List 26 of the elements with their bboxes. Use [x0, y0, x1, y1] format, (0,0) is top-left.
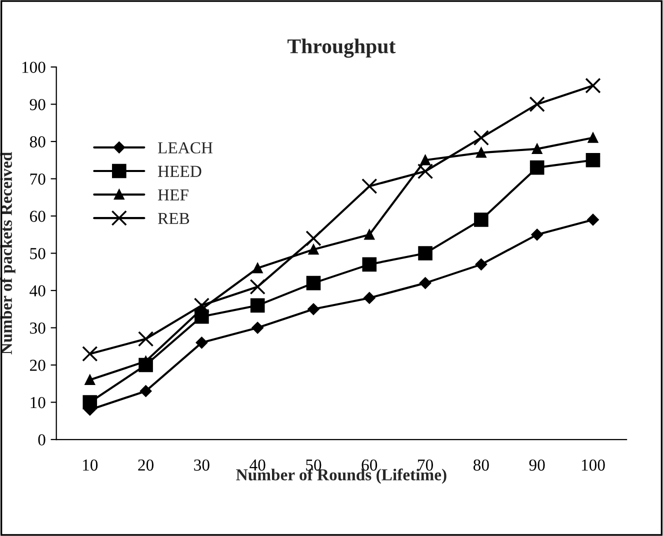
legend-label: HEED: [158, 166, 202, 177]
y-tick-label: 20: [30, 360, 46, 371]
y-tick-label: 30: [30, 322, 46, 334]
y-tick-label: 70: [30, 173, 46, 185]
x-tick-label: 10: [83, 459, 98, 471]
x-tick-label: 30: [194, 459, 210, 471]
legend-label: LEACH: [158, 142, 213, 154]
y-tick-label: 80: [30, 136, 46, 148]
x-tick-label: 100: [582, 459, 605, 471]
y-tick-label: 40: [30, 285, 46, 296]
x-tick-label: 50: [306, 459, 322, 471]
chart-title: Throughput: [288, 38, 396, 58]
legend-label: HEF: [158, 189, 188, 200]
y-tick-label: 90: [30, 98, 46, 110]
y-tick-label: 60: [30, 210, 46, 222]
legend-label: REB: [158, 213, 190, 224]
x-tick-label: 40: [250, 459, 266, 471]
x-tick-label: 20: [138, 459, 154, 471]
y-tick-label: 0: [38, 434, 46, 446]
x-tick-label: 90: [529, 459, 545, 471]
x-tick-label: 60: [362, 459, 378, 471]
y-tick-label: 100: [22, 62, 46, 73]
x-tick-label: 70: [418, 459, 433, 471]
y-tick-label: 50: [30, 248, 46, 260]
x-tick-label: 80: [473, 459, 489, 471]
y-tick-label: 10: [30, 396, 46, 408]
